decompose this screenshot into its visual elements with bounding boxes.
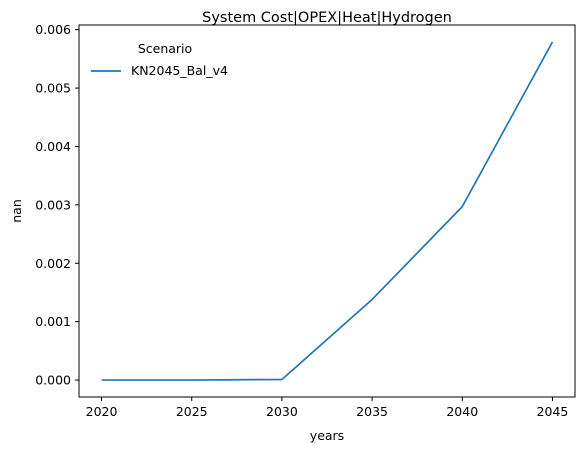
x-tick-label: 2020 bbox=[86, 404, 118, 419]
y-tick-label: 0.000 bbox=[35, 373, 71, 388]
x-tick-label: 2040 bbox=[446, 404, 478, 419]
x-tick-label: 2030 bbox=[266, 404, 298, 419]
y-axis: 0.000 0.001 0.002 0.003 0.004 0.005 0.006 bbox=[35, 22, 79, 388]
y-axis-label: nan bbox=[9, 199, 24, 223]
plot-frame bbox=[78, 24, 576, 398]
legend-entry-label: KN2045_Bal_v4 bbox=[131, 63, 228, 78]
y-tick-label: 0.001 bbox=[35, 314, 71, 329]
y-tick-label: 0.005 bbox=[35, 81, 71, 96]
x-axis-label: years bbox=[310, 428, 344, 443]
x-tick-label: 2045 bbox=[537, 404, 569, 419]
legend: Scenario KN2045_Bal_v4 bbox=[91, 41, 228, 78]
y-tick-label: 0.004 bbox=[35, 139, 71, 154]
legend-title: Scenario bbox=[138, 41, 192, 56]
series-layer bbox=[101, 41, 554, 381]
plot-area: 2020 2025 2030 2035 2040 2045 0.000 0.001 0.002… bbox=[35, 22, 576, 419]
x-tick-label: 2035 bbox=[356, 404, 388, 419]
x-tick-label: 2025 bbox=[176, 404, 208, 419]
y-tick-label: 0.002 bbox=[35, 256, 71, 271]
chart-title: System Cost|OPEX|Heat|Hydrogen bbox=[202, 10, 452, 26]
series-line bbox=[101, 41, 554, 381]
y-tick-label: 0.006 bbox=[35, 22, 71, 37]
y-tick-label: 0.003 bbox=[35, 197, 71, 212]
x-axis: 2020 2025 2030 2035 2040 2045 bbox=[86, 397, 569, 419]
